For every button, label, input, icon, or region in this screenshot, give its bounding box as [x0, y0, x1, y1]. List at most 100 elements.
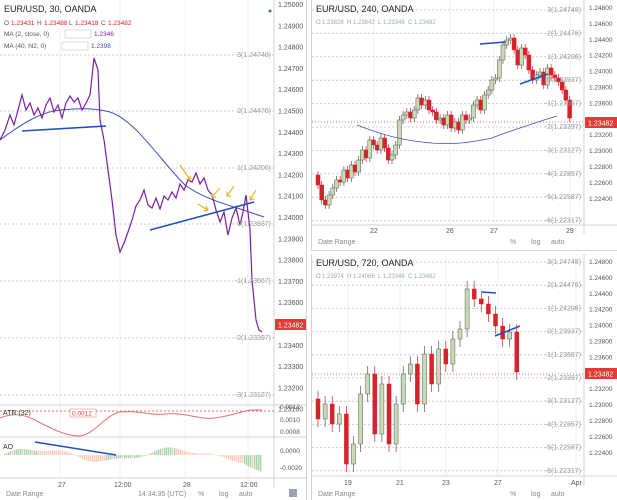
- fib-level-label: -4(1.22857): [545, 171, 581, 178]
- x-tick: 27: [58, 482, 66, 489]
- candle-body: [559, 81, 565, 91]
- ao-bar: [136, 455, 138, 458]
- ao-histogram: [2, 447, 262, 472]
- x-tick: 22: [370, 228, 378, 235]
- candle-body: [464, 288, 470, 330]
- candle-body: [471, 288, 477, 300]
- percent-toggle[interactable]: %: [510, 491, 516, 498]
- ao-bar: [134, 455, 136, 459]
- fib-level-label: -2(1.23397): [235, 335, 271, 342]
- ohlc-h: 1.24086: [353, 274, 375, 280]
- ao-bar: [220, 455, 222, 457]
- ao-bar: [214, 454, 216, 455]
- candle-body: [486, 303, 491, 315]
- candle-body: [511, 37, 517, 51]
- ohlc-h-label: H: [37, 20, 42, 27]
- ao-bar: [6, 452, 8, 455]
- candle-body: [479, 298, 484, 305]
- chart-720-svg[interactable]: 1.24800 1.24600 1.24400 1.24200 1.24000 1.238…: [312, 254, 617, 500]
- fib-level-label: -4(1.22857): [545, 421, 581, 428]
- ao-bar: [150, 453, 152, 455]
- ao-bar: [166, 447, 168, 455]
- candle-body: [315, 174, 321, 186]
- candle-body: [378, 137, 384, 151]
- date-range-button[interactable]: Date Range: [318, 239, 355, 246]
- ao-bar: [158, 449, 160, 455]
- ao-label: AO: [3, 444, 14, 451]
- chart-panel-240[interactable]: 1.24800 1.24600 1.24400 1.24200 1.24000 1.238…: [311, 0, 617, 251]
- fib-level-label: 0(1.23937): [547, 77, 581, 84]
- candle-body: [319, 184, 324, 201]
- price-line: [0, 57, 263, 333]
- candle-body: [337, 179, 343, 183]
- fib-level-label: -2(1.23397): [545, 375, 581, 382]
- last-price-label: 1.23482: [588, 121, 613, 128]
- candle-body: [457, 328, 463, 340]
- ohlc-o: 1.23431: [11, 20, 35, 27]
- candle-body: [556, 77, 561, 83]
- percent-toggle[interactable]: %: [510, 239, 516, 246]
- ao-bar: [252, 455, 254, 469]
- ao-bar: [70, 453, 72, 455]
- candle-body: [437, 117, 443, 121]
- candles-240: [315, 34, 572, 209]
- ao-bar: [112, 455, 114, 459]
- candle-body: [382, 137, 387, 149]
- ao-bar: [148, 454, 150, 455]
- candle-body: [322, 403, 328, 420]
- chart-30m-svg[interactable]: 1.25000 1.24900 1.24800 1.24700 1.24600 1.245…: [0, 0, 306, 500]
- ao-bar: [206, 453, 208, 455]
- candle-body: [365, 373, 370, 395]
- ao-bar: [154, 451, 156, 455]
- ao-bar: [104, 455, 106, 461]
- fib-level-label: 0(1.23937): [237, 221, 271, 228]
- ohlc-l: 1.23348: [383, 274, 405, 280]
- fib-level-label: -6(1.22317): [545, 218, 581, 225]
- expand-icon[interactable]: [289, 489, 297, 497]
- log-toggle[interactable]: log: [219, 491, 228, 498]
- log-toggle[interactable]: log: [531, 239, 540, 246]
- ao-bar: [86, 455, 88, 461]
- ao-bar: [92, 455, 94, 462]
- date-range-button[interactable]: Date Range: [318, 491, 355, 498]
- ao-bar: [182, 450, 184, 455]
- candle-body: [526, 54, 532, 71]
- x-tick: 27: [490, 228, 498, 235]
- log-toggle[interactable]: log: [531, 491, 540, 498]
- ao-bar: [82, 455, 84, 459]
- ao-bar: [52, 450, 54, 455]
- auto-toggle[interactable]: auto: [239, 491, 253, 498]
- fib-level-label: -6(1.22317): [545, 468, 581, 475]
- chart-240-svg[interactable]: 1.24800 1.24600 1.24400 1.24200 1.24000 1.238…: [312, 0, 617, 250]
- fib-level-label: 2(1.24476): [237, 108, 271, 115]
- candle-body: [415, 97, 421, 111]
- ao-bar: [226, 455, 228, 459]
- candle-body: [326, 194, 332, 206]
- ao-bar: [204, 453, 206, 455]
- price-tick: 1.23000: [589, 148, 613, 155]
- percent-toggle[interactable]: %: [198, 491, 204, 498]
- ao-bar: [74, 454, 76, 456]
- candle-body: [379, 383, 385, 435]
- candle-body: [422, 353, 427, 405]
- candle-body: [452, 121, 458, 129]
- ao-bar: [208, 453, 210, 455]
- ao-bar: [58, 450, 60, 455]
- ao-bar: [128, 455, 130, 459]
- candle-body: [356, 159, 361, 173]
- auto-toggle[interactable]: auto: [551, 239, 565, 246]
- chart-panel-720[interactable]: 1.24800 1.24600 1.24400 1.24200 1.24000 1.238…: [311, 254, 617, 500]
- ao-bar: [78, 455, 80, 457]
- atr-label: ATR (32): [3, 410, 31, 417]
- price-tick: 1.24800: [589, 5, 613, 12]
- chart-panel-30m[interactable]: 1.25000 1.24900 1.24800 1.24700 1.24600 1.245…: [0, 0, 307, 500]
- auto-toggle[interactable]: auto: [551, 491, 565, 498]
- ao-bar: [94, 455, 96, 462]
- date-range-button[interactable]: Date Range: [6, 491, 43, 498]
- ao-bar: [140, 455, 142, 458]
- ao-bar: [260, 455, 262, 472]
- svg-text:O: O: [316, 274, 321, 280]
- price-tick: 1.22800: [589, 418, 613, 425]
- ao-bar: [234, 455, 236, 462]
- candle-body: [548, 67, 554, 76]
